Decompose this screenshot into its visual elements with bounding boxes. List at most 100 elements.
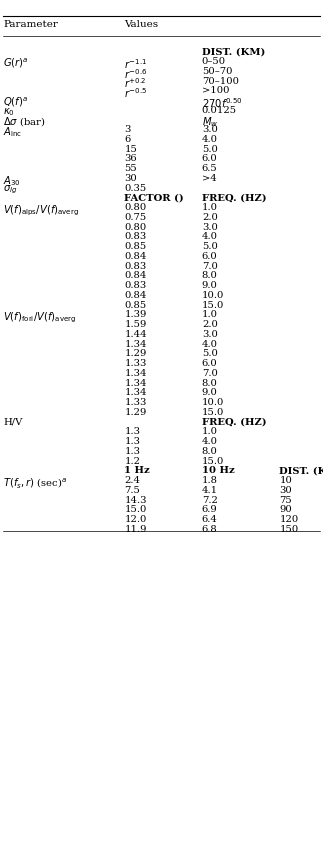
Text: $M_w$: $M_w$ — [202, 116, 218, 129]
Text: 8.0: 8.0 — [202, 447, 218, 456]
Text: 0–50: 0–50 — [202, 57, 226, 66]
Text: 0.84: 0.84 — [124, 252, 147, 261]
Text: 1.33: 1.33 — [124, 360, 147, 368]
Text: 0.83: 0.83 — [124, 262, 147, 271]
Text: 3.0: 3.0 — [202, 330, 218, 339]
Text: 75: 75 — [279, 495, 292, 505]
Text: $T(f_s, r)$ (sec)$^a$: $T(f_s, r)$ (sec)$^a$ — [3, 476, 68, 490]
Text: $r^{-1.1}$: $r^{-1.1}$ — [124, 57, 147, 71]
Text: 0.0125: 0.0125 — [202, 106, 237, 115]
Text: 11.9: 11.9 — [124, 525, 147, 534]
Text: 1.0: 1.0 — [202, 203, 218, 212]
Text: 30: 30 — [124, 174, 137, 183]
Text: 9.0: 9.0 — [202, 388, 218, 398]
Text: $V(f)_{\mathrm{fori}}/V(f)_{\mathrm{averg}}$: $V(f)_{\mathrm{fori}}/V(f)_{\mathrm{aver… — [3, 311, 77, 325]
Text: 1.3: 1.3 — [124, 427, 141, 436]
Text: 1.34: 1.34 — [124, 388, 147, 398]
Text: 15.0: 15.0 — [202, 408, 224, 417]
Text: 4.1: 4.1 — [202, 486, 218, 495]
Text: 4.0: 4.0 — [202, 232, 218, 241]
Text: 6.0: 6.0 — [202, 360, 218, 368]
Text: 3.0: 3.0 — [202, 125, 218, 134]
Text: 1.59: 1.59 — [124, 320, 147, 329]
Text: 36: 36 — [124, 154, 137, 164]
Text: Values: Values — [124, 20, 159, 30]
Text: 3: 3 — [124, 125, 131, 134]
Text: 0.85: 0.85 — [124, 242, 147, 252]
Text: 120: 120 — [279, 515, 299, 524]
Text: 0.83: 0.83 — [124, 281, 147, 290]
Text: 7.0: 7.0 — [202, 262, 218, 271]
Text: $r^{-0.6}$: $r^{-0.6}$ — [124, 67, 148, 80]
Text: 3.0: 3.0 — [202, 223, 218, 232]
Text: 8.0: 8.0 — [202, 379, 218, 387]
Text: 0.85: 0.85 — [124, 300, 147, 310]
Text: 1 Hz: 1 Hz — [124, 467, 150, 475]
Text: 0.83: 0.83 — [124, 232, 147, 241]
Text: 2.0: 2.0 — [202, 213, 218, 222]
Text: 15: 15 — [124, 144, 137, 154]
Text: 8.0: 8.0 — [202, 272, 218, 280]
Text: 7.5: 7.5 — [124, 486, 140, 495]
Text: 15.0: 15.0 — [202, 300, 224, 310]
Text: $Q(f)^a$: $Q(f)^a$ — [3, 96, 28, 110]
Text: 6.5: 6.5 — [202, 165, 218, 173]
Text: 5.0: 5.0 — [202, 242, 218, 252]
Text: 1.29: 1.29 — [124, 349, 147, 359]
Text: 55: 55 — [124, 165, 137, 173]
Text: 10.0: 10.0 — [202, 291, 224, 300]
Text: $V(f)_{\mathrm{alps}}/V(f)_{\mathrm{averg}}$: $V(f)_{\mathrm{alps}}/V(f)_{\mathrm{aver… — [3, 203, 79, 218]
Text: 5.0: 5.0 — [202, 349, 218, 359]
Text: $\kappa_0$: $\kappa_0$ — [3, 106, 15, 117]
Text: >4: >4 — [202, 174, 217, 183]
Text: DIST. (KM): DIST. (KM) — [279, 467, 323, 475]
Text: 90: 90 — [279, 506, 292, 515]
Text: $G(r)^a$: $G(r)^a$ — [3, 57, 29, 70]
Text: 1.8: 1.8 — [202, 476, 218, 485]
Text: $\sigma_{lg}$: $\sigma_{lg}$ — [3, 184, 18, 196]
Text: $r^{-0.5}$: $r^{-0.5}$ — [124, 86, 147, 100]
Text: 30: 30 — [279, 486, 292, 495]
Text: Parameter: Parameter — [3, 20, 58, 30]
Text: 6.8: 6.8 — [202, 525, 218, 534]
Text: $r^{+0.2}$: $r^{+0.2}$ — [124, 77, 147, 90]
Text: 1.0: 1.0 — [202, 311, 218, 320]
Text: 1.44: 1.44 — [124, 330, 147, 339]
Text: 2.0: 2.0 — [202, 320, 218, 329]
Text: 15.0: 15.0 — [202, 457, 224, 466]
Text: 14.3: 14.3 — [124, 495, 147, 505]
Text: 1.34: 1.34 — [124, 369, 147, 378]
Text: 0.35: 0.35 — [124, 184, 147, 192]
Text: 1.34: 1.34 — [124, 379, 147, 387]
Text: 1.3: 1.3 — [124, 437, 141, 446]
Text: 70–100: 70–100 — [202, 77, 239, 85]
Text: >100: >100 — [202, 86, 229, 95]
Text: H/V: H/V — [3, 418, 23, 427]
Text: 6.0: 6.0 — [202, 154, 218, 164]
Text: 7.2: 7.2 — [202, 495, 218, 505]
Text: 4.0: 4.0 — [202, 339, 218, 349]
Text: $A_{\mathrm{inc}}$: $A_{\mathrm{inc}}$ — [3, 125, 22, 139]
Text: 1.34: 1.34 — [124, 339, 147, 349]
Text: 15.0: 15.0 — [124, 506, 147, 515]
Text: 6: 6 — [124, 135, 130, 144]
Text: FACTOR (): FACTOR () — [124, 193, 184, 203]
Text: 0.84: 0.84 — [124, 291, 147, 300]
Text: FREQ. (HZ): FREQ. (HZ) — [202, 418, 266, 427]
Text: 10.0: 10.0 — [202, 398, 224, 407]
Text: 150: 150 — [279, 525, 299, 534]
Text: 1.33: 1.33 — [124, 398, 147, 407]
Text: 5.0: 5.0 — [202, 144, 218, 154]
Text: 0.80: 0.80 — [124, 203, 147, 212]
Text: 6.4: 6.4 — [202, 515, 218, 524]
Text: 4.0: 4.0 — [202, 135, 218, 144]
Text: 1.2: 1.2 — [124, 457, 141, 466]
Text: 6.0: 6.0 — [202, 252, 218, 261]
Text: DIST. (KM): DIST. (KM) — [202, 47, 265, 57]
Text: 12.0: 12.0 — [124, 515, 147, 524]
Text: 9.0: 9.0 — [202, 281, 218, 290]
Text: 1.0: 1.0 — [202, 427, 218, 436]
Text: 10: 10 — [279, 476, 292, 485]
Text: FREQ. (HZ): FREQ. (HZ) — [202, 193, 266, 203]
Text: 0.75: 0.75 — [124, 213, 147, 222]
